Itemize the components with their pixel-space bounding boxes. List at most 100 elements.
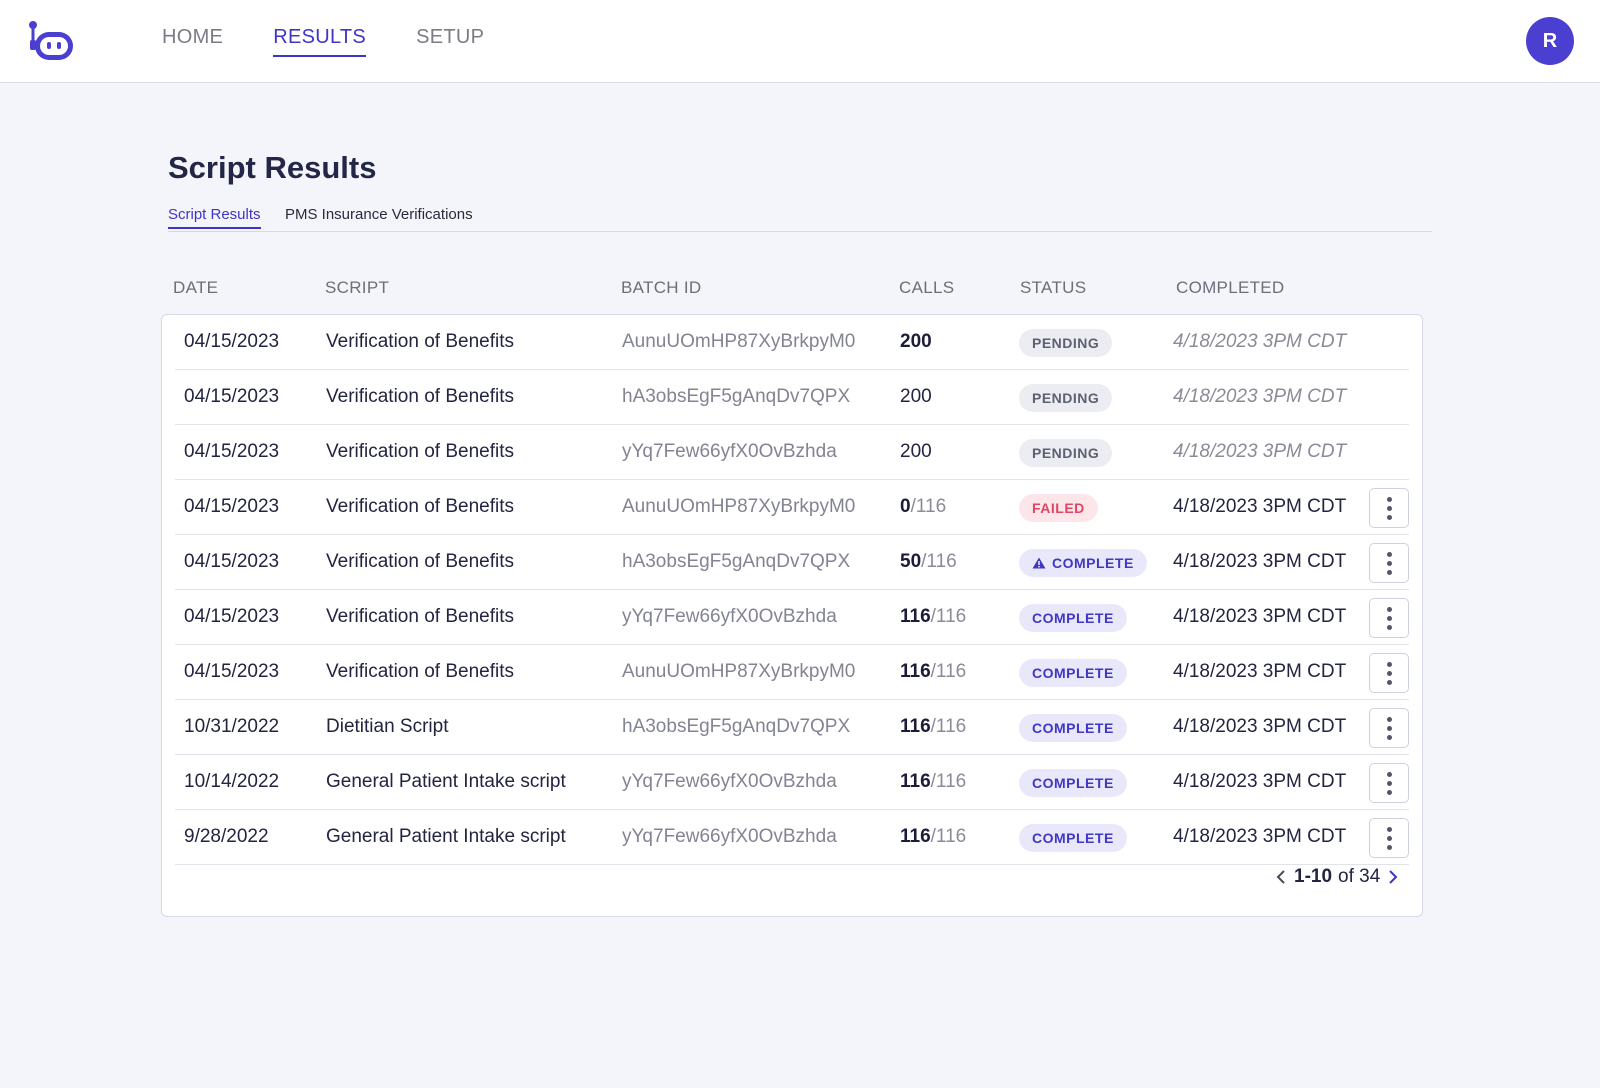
row-menu-button[interactable] bbox=[1369, 653, 1409, 693]
tab-script-results[interactable]: Script Results bbox=[168, 206, 261, 229]
completed-cell: 4/18/2023 3PM CDT bbox=[1173, 386, 1347, 407]
date-cell: 10/31/2022 bbox=[184, 716, 280, 737]
calls-total: /116 bbox=[930, 716, 967, 737]
row-menu-button[interactable] bbox=[1369, 708, 1409, 748]
script-cell: Verification of Benefits bbox=[326, 331, 514, 352]
table-row[interactable]: 04/15/2023 Verification of Benefits Aunu… bbox=[175, 315, 1409, 370]
status-badge: FAILED bbox=[1019, 494, 1098, 522]
subtabs: Script Results PMS Insurance Verificatio… bbox=[168, 206, 1432, 232]
row-menu-button[interactable] bbox=[1369, 543, 1409, 583]
completed-cell: 4/18/2023 3PM CDT bbox=[1173, 771, 1347, 792]
status-badge: PENDING bbox=[1019, 439, 1113, 467]
status-badge: PENDING bbox=[1019, 384, 1113, 412]
nav-results[interactable]: RESULTS bbox=[273, 26, 367, 57]
table-row[interactable]: 04/15/2023 Verification of Benefits yYq7… bbox=[175, 425, 1409, 480]
script-cell: Verification of Benefits bbox=[326, 496, 514, 517]
page-title: Script Results bbox=[168, 150, 377, 185]
table-row[interactable]: 04/15/2023 Verification of Benefits Aunu… bbox=[175, 645, 1409, 700]
completed-cell: 4/18/2023 3PM CDT bbox=[1173, 716, 1347, 737]
more-vertical-icon bbox=[1386, 496, 1392, 502]
status-badge: COMPLETE bbox=[1019, 659, 1127, 687]
script-cell: Dietitian Script bbox=[326, 716, 449, 737]
status-badge: COMPLETE bbox=[1019, 769, 1127, 797]
date-cell: 9/28/2022 bbox=[184, 826, 269, 847]
completed-cell: 4/18/2023 3PM CDT bbox=[1173, 826, 1347, 847]
table-row[interactable]: 10/14/2022 General Patient Intake script… bbox=[175, 755, 1409, 810]
robot-logo-icon[interactable] bbox=[27, 20, 77, 64]
nav-setup[interactable]: SETUP bbox=[416, 26, 485, 48]
date-cell: 10/14/2022 bbox=[184, 771, 280, 792]
calls-cell: 200 bbox=[900, 386, 932, 408]
script-cell: General Patient Intake script bbox=[326, 771, 566, 792]
calls-total: /116 bbox=[921, 551, 957, 572]
status-badge: COMPLETE bbox=[1019, 824, 1127, 852]
tab-pms-insurance-verifications[interactable]: PMS Insurance Verifications bbox=[285, 206, 473, 223]
script-cell: Verification of Benefits bbox=[326, 441, 514, 462]
main-nav: HOME RESULTS SETUP bbox=[162, 26, 534, 57]
chevron-right-icon[interactable] bbox=[1386, 868, 1400, 886]
calls-done: 116 bbox=[900, 771, 931, 792]
nav-home[interactable]: HOME bbox=[162, 26, 224, 48]
calls-total: /116 bbox=[910, 496, 947, 517]
table-row[interactable]: 04/15/2023 Verification of Benefits hA3o… bbox=[175, 370, 1409, 425]
row-menu-button[interactable] bbox=[1369, 488, 1409, 528]
calls-done: 116 bbox=[900, 716, 931, 737]
column-header-status[interactable]: STATUS bbox=[1020, 278, 1087, 297]
completed-cell: 4/18/2023 3PM CDT bbox=[1173, 606, 1347, 627]
column-header-batch-id[interactable]: BATCH ID bbox=[621, 278, 702, 297]
column-header-date[interactable]: DATE bbox=[173, 278, 219, 297]
user-avatar[interactable]: R bbox=[1526, 17, 1574, 65]
table-row[interactable]: 9/28/2022 General Patient Intake script … bbox=[175, 810, 1409, 865]
top-navbar: HOME RESULTS SETUP R bbox=[0, 0, 1600, 83]
completed-cell: 4/18/2023 3PM CDT bbox=[1173, 496, 1347, 517]
chevron-left-icon[interactable] bbox=[1274, 868, 1288, 886]
date-cell: 04/15/2023 bbox=[184, 386, 280, 407]
row-menu-button[interactable] bbox=[1369, 818, 1409, 858]
calls-done: 0 bbox=[900, 496, 911, 517]
calls-cell: 200 bbox=[900, 331, 932, 353]
script-cell: General Patient Intake script bbox=[326, 826, 566, 847]
row-menu-button[interactable] bbox=[1369, 763, 1409, 803]
table-row[interactable]: 04/15/2023 Verification of Benefits hA3o… bbox=[175, 535, 1409, 590]
calls-done: 200 bbox=[900, 386, 932, 407]
calls-cell: 200 bbox=[900, 441, 932, 463]
date-cell: 04/15/2023 bbox=[184, 331, 280, 352]
date-cell: 04/15/2023 bbox=[184, 606, 280, 627]
status-label: COMPLETE bbox=[1052, 555, 1134, 571]
script-cell: Verification of Benefits bbox=[326, 551, 514, 572]
date-cell: 04/15/2023 bbox=[184, 551, 280, 572]
column-header-calls[interactable]: CALLS bbox=[899, 278, 955, 297]
batch-id-cell: hA3obsEgF5gAnqDv7QPX bbox=[622, 551, 851, 572]
status-badge: PENDING bbox=[1019, 329, 1113, 357]
column-header-script[interactable]: SCRIPT bbox=[325, 278, 390, 297]
batch-id-cell: yYq7Few66yfX0OvBzhda bbox=[622, 441, 837, 462]
calls-done: 50 bbox=[900, 551, 922, 572]
script-cell: Verification of Benefits bbox=[326, 606, 514, 627]
table-row[interactable]: 10/31/2022 Dietitian Script hA3obsEgF5gA… bbox=[175, 700, 1409, 755]
batch-id-cell: yYq7Few66yfX0OvBzhda bbox=[622, 771, 837, 792]
calls-done: 200 bbox=[900, 331, 932, 352]
column-header-completed[interactable]: COMPLETED bbox=[1176, 278, 1285, 297]
completed-cell: 4/18/2023 3PM CDT bbox=[1173, 331, 1347, 352]
batch-id-cell: yYq7Few66yfX0OvBzhda bbox=[622, 606, 837, 627]
calls-total: /116 bbox=[930, 826, 967, 847]
more-vertical-icon bbox=[1386, 661, 1392, 667]
script-cell: Verification of Benefits bbox=[326, 386, 514, 407]
calls-cell: 0/116 bbox=[900, 496, 946, 518]
script-cell: Verification of Benefits bbox=[326, 661, 514, 682]
calls-cell: 116/116 bbox=[900, 661, 966, 683]
table-row[interactable]: 04/15/2023 Verification of Benefits yYq7… bbox=[175, 590, 1409, 645]
warning-triangle-icon bbox=[1032, 557, 1046, 569]
calls-done: 116 bbox=[900, 826, 931, 847]
more-vertical-icon bbox=[1386, 716, 1392, 722]
calls-total: /116 bbox=[930, 606, 967, 627]
more-vertical-icon bbox=[1386, 826, 1392, 832]
row-menu-button[interactable] bbox=[1369, 598, 1409, 638]
date-cell: 04/15/2023 bbox=[184, 661, 280, 682]
calls-cell: 116/116 bbox=[900, 771, 966, 793]
table-row[interactable]: 04/15/2023 Verification of Benefits Aunu… bbox=[175, 480, 1409, 535]
calls-cell: 116/116 bbox=[900, 606, 966, 628]
calls-done: 116 bbox=[900, 606, 931, 627]
calls-done: 200 bbox=[900, 441, 932, 462]
completed-cell: 4/18/2023 3PM CDT bbox=[1173, 661, 1347, 682]
